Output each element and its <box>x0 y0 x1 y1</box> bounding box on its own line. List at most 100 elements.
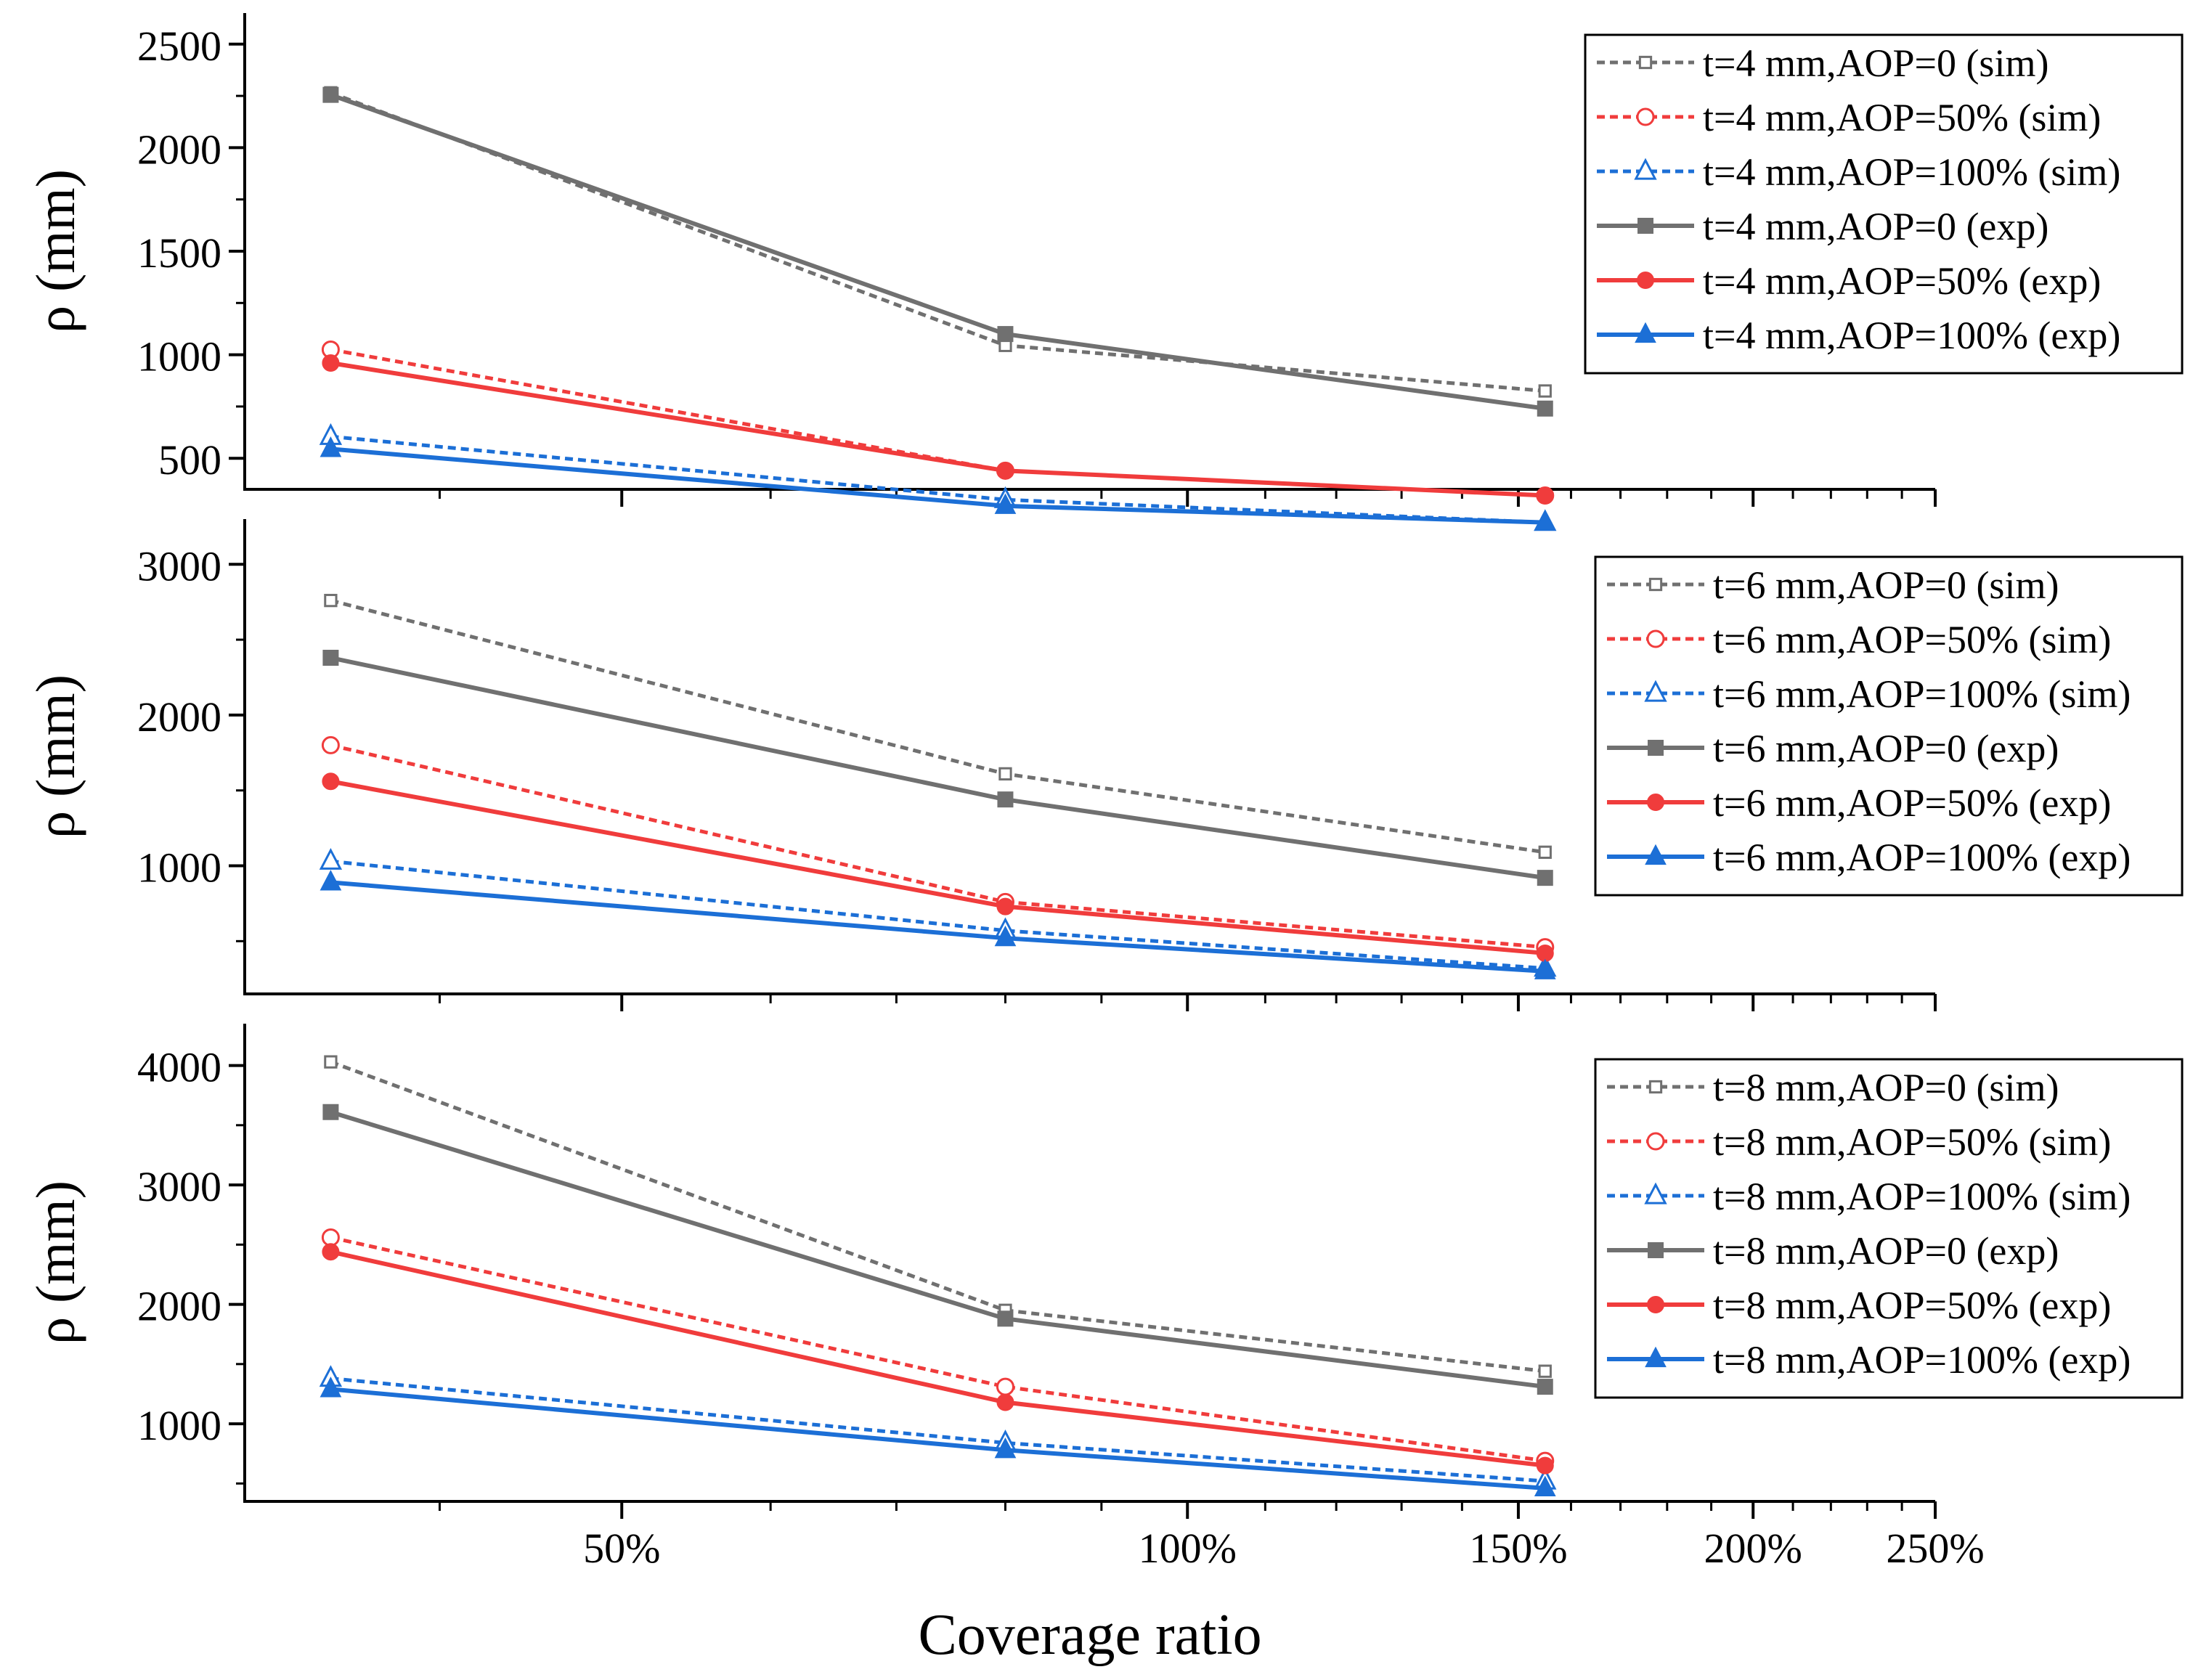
legend-marker <box>1637 272 1654 289</box>
series-2 <box>321 340 1555 505</box>
data-point <box>1534 958 1556 979</box>
legend-item: t=4 mm,AOP=100% (exp) <box>1597 314 2120 357</box>
data-point <box>320 870 342 891</box>
y-tick-label: 500 <box>158 436 221 484</box>
series-line <box>330 1109 1546 1390</box>
legend-marker <box>1645 844 1667 865</box>
legend-box <box>1584 33 2184 375</box>
legend-marker <box>1644 1182 1667 1204</box>
series-6 <box>320 436 1556 531</box>
data-point <box>324 1055 338 1069</box>
y-tick-label: 2000 <box>137 693 221 741</box>
data-point <box>1538 1364 1552 1378</box>
data-point <box>1534 510 1556 531</box>
legend-label: t=6 mm,AOP=100% (sim) <box>1713 672 2131 716</box>
y-tick-label: 3000 <box>137 542 221 590</box>
data-point <box>998 767 1012 781</box>
legend-marker <box>1637 218 1653 234</box>
data-point <box>996 462 1014 480</box>
legend-label: t=6 mm,AOP=50% (sim) <box>1713 618 2111 661</box>
series-line <box>330 434 1545 525</box>
legend-marker <box>1646 1132 1665 1151</box>
legend-marker <box>1636 107 1655 126</box>
legend-label: t=4 mm,AOP=50% (exp) <box>1703 259 2101 303</box>
series-line <box>330 91 1545 394</box>
legend-label: t=4 mm,AOP=0 (exp) <box>1703 205 2048 248</box>
series-line <box>330 348 1545 498</box>
data-point <box>996 1393 1014 1411</box>
series-line <box>330 1377 1545 1483</box>
legend-item: t=6 mm,AOP=50% (exp) <box>1607 781 2111 825</box>
series-5 <box>322 772 1554 962</box>
data-point <box>996 897 1014 916</box>
legend-marker <box>1638 55 1653 70</box>
series-3 <box>319 423 1557 531</box>
series-4 <box>322 86 1553 417</box>
series-6 <box>320 870 1556 979</box>
data-point <box>321 1228 340 1247</box>
legend-marker <box>1648 1080 1663 1094</box>
legend-item: t=6 mm,AOP=0 (sim) <box>1607 563 2059 607</box>
series-line <box>330 92 1546 411</box>
legend-label: t=8 mm,AOP=0 (exp) <box>1713 1229 2059 1273</box>
legend-label: t=8 mm,AOP=100% (exp) <box>1713 1338 2131 1382</box>
data-point <box>322 86 339 103</box>
legend-item: t=4 mm,AOP=100% (sim) <box>1597 150 2120 194</box>
legend-item: t=6 mm,AOP=100% (exp) <box>1607 836 2131 879</box>
data-point <box>1538 845 1552 859</box>
legend-item: t=4 mm,AOP=0 (exp) <box>1597 205 2048 248</box>
data-point <box>997 326 1014 343</box>
data-point <box>994 1437 1017 1459</box>
data-point <box>994 493 1017 514</box>
x-tick-label: 50% <box>583 1525 660 1572</box>
series-4 <box>322 650 1553 886</box>
series-1 <box>324 1055 1552 1378</box>
y-tick-label: 2500 <box>137 23 221 70</box>
series-line <box>330 779 1546 955</box>
series-line <box>330 1387 1545 1491</box>
legend-marker <box>1648 1242 1664 1258</box>
y-axis-label: ρ (mm) <box>25 1181 86 1345</box>
x-tick-label: 100% <box>1139 1525 1237 1572</box>
legend-item: t=8 mm,AOP=50% (sim) <box>1607 1120 2111 1164</box>
data-point <box>1537 400 1553 417</box>
data-point <box>997 791 1014 808</box>
data-point <box>1536 1456 1554 1475</box>
legend-box <box>1594 1058 2184 1399</box>
data-point <box>320 436 342 457</box>
data-point <box>994 925 1017 947</box>
data-point <box>322 354 340 372</box>
legend-item: t=4 mm,AOP=0 (sim) <box>1597 41 2048 85</box>
data-point <box>1537 870 1553 886</box>
legend-label: t=4 mm,AOP=50% (sim) <box>1703 96 2101 139</box>
legend-item: t=6 mm,AOP=50% (sim) <box>1607 618 2111 661</box>
y-tick-label: 4000 <box>137 1044 221 1091</box>
data-point <box>1534 1475 1556 1496</box>
legend-label: t=8 mm,AOP=50% (sim) <box>1713 1120 2111 1164</box>
legend-item: t=8 mm,AOP=0 (sim) <box>1607 1066 2059 1109</box>
data-point <box>322 650 339 666</box>
data-point <box>997 1310 1014 1327</box>
legend-marker <box>1647 1296 1664 1313</box>
legend: t=8 mm,AOP=0 (sim) t=8 mm,AOP=50% (sim) t=… <box>1594 1058 2184 1399</box>
legend-label: t=8 mm,AOP=0 (sim) <box>1713 1066 2059 1109</box>
data-point <box>321 735 340 754</box>
legend-label: t=4 mm,AOP=100% (sim) <box>1703 150 2120 194</box>
series-6 <box>320 1377 1556 1496</box>
series-line <box>330 859 1545 971</box>
legend-marker <box>1635 322 1656 343</box>
y-tick-label: 1000 <box>137 844 221 892</box>
data-point <box>1538 384 1552 398</box>
legend-marker <box>1634 158 1657 180</box>
legend-item: t=8 mm,AOP=50% (exp) <box>1607 1284 2111 1327</box>
legend-label: t=8 mm,AOP=100% (sim) <box>1713 1175 2131 1218</box>
series-line <box>330 743 1545 950</box>
legend: t=4 mm,AOP=0 (sim) t=4 mm,AOP=50% (sim) t=… <box>1584 33 2184 375</box>
legend-item: t=8 mm,AOP=100% (exp) <box>1607 1338 2131 1382</box>
legend-item: t=4 mm,AOP=50% (sim) <box>1597 96 2101 139</box>
legend-marker <box>1644 680 1667 702</box>
data-point <box>320 1377 342 1398</box>
